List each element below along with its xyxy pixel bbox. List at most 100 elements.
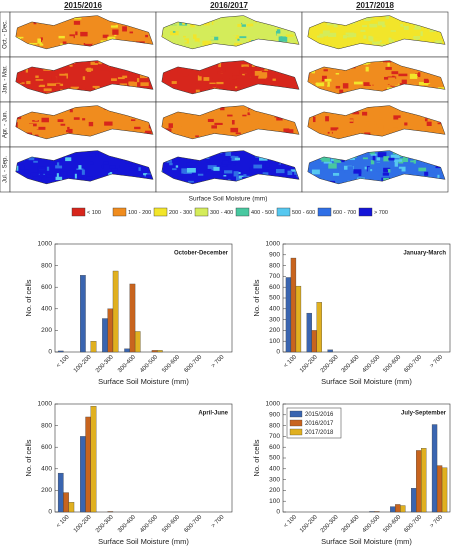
map-patch xyxy=(56,173,59,179)
x-tick-label: 600-700 xyxy=(184,354,204,374)
map-patch xyxy=(195,135,199,138)
bar xyxy=(390,506,396,513)
map-patch xyxy=(276,29,281,34)
map-patch xyxy=(57,119,64,122)
map-patch xyxy=(216,81,224,85)
map-patch xyxy=(376,167,381,172)
map-patch xyxy=(162,32,169,39)
map-patch xyxy=(243,111,246,114)
map-patch xyxy=(62,41,67,44)
map-patch xyxy=(15,70,22,75)
map-patch xyxy=(331,133,338,135)
y-tick-label: 0 xyxy=(276,349,280,356)
map-patch xyxy=(371,15,378,19)
map-patch xyxy=(117,77,125,80)
map-patch xyxy=(205,169,210,172)
map-patch xyxy=(393,122,401,128)
map-patch xyxy=(309,75,314,82)
map-patch xyxy=(255,67,265,71)
x-tick-label: < 100 xyxy=(56,354,71,369)
map-patch xyxy=(217,176,222,182)
map-patch xyxy=(344,160,351,163)
map-patch xyxy=(232,163,236,166)
map-patch xyxy=(335,72,340,75)
legend-label: 500 - 600 xyxy=(292,210,315,216)
map-patch xyxy=(131,119,136,122)
map-patch xyxy=(190,23,195,28)
map-patch xyxy=(195,89,200,94)
map-patch xyxy=(170,68,178,74)
map-patch xyxy=(69,64,73,68)
map-patch xyxy=(33,176,42,181)
map-patch xyxy=(418,81,427,86)
map-patch xyxy=(237,38,240,41)
map-patch xyxy=(381,25,386,28)
map-patch xyxy=(225,65,228,71)
map-patch xyxy=(67,126,70,130)
map-patch xyxy=(208,114,214,118)
map-patch xyxy=(321,75,327,80)
x-axis-label: Surface Soil Moisture (mm) xyxy=(98,377,189,386)
map-patch xyxy=(169,162,173,166)
map-patch xyxy=(125,123,129,126)
map-patch xyxy=(238,175,245,179)
map-patch xyxy=(225,151,232,156)
x-tick-label: 400-500 xyxy=(362,514,382,534)
x-tick-label: 300-400 xyxy=(341,514,361,534)
map-patch xyxy=(15,77,20,82)
map-patch xyxy=(320,166,328,169)
map-patch xyxy=(311,69,315,74)
map-patch xyxy=(333,158,340,163)
map-patch xyxy=(264,78,273,84)
map-patch xyxy=(353,125,360,129)
map-patch xyxy=(35,75,39,78)
map-patch xyxy=(47,39,54,45)
map-patch xyxy=(102,34,109,38)
legend-label: 2017/2018 xyxy=(305,430,334,436)
map-patch xyxy=(95,151,99,158)
map-patch xyxy=(350,39,358,42)
map-patch xyxy=(82,118,86,121)
map-patch xyxy=(24,77,31,82)
map-patch xyxy=(179,121,187,127)
legend-label: < 100 xyxy=(87,210,101,216)
map-patch xyxy=(205,114,211,119)
x-tick-label: > 700 xyxy=(210,354,225,369)
map-patch xyxy=(55,165,63,169)
y-tick-label: 400 xyxy=(41,306,52,313)
map-patch xyxy=(346,35,354,38)
map-patch xyxy=(213,21,221,26)
map-patch xyxy=(327,32,337,37)
map-patch xyxy=(241,62,246,66)
map-patch xyxy=(322,30,330,36)
y-tick-label: 500 xyxy=(269,295,280,302)
map-patch xyxy=(228,86,235,91)
x-tick-label: 300-400 xyxy=(117,514,137,534)
map-patch xyxy=(387,168,391,173)
map-patch xyxy=(205,156,210,159)
map-patch xyxy=(146,37,154,40)
map-patch xyxy=(383,169,389,173)
map-patch xyxy=(168,118,173,122)
map-patch xyxy=(177,113,182,118)
map-patch xyxy=(227,23,235,26)
y-tick-label: 400 xyxy=(41,466,52,473)
map-patch xyxy=(241,64,249,68)
map-patch xyxy=(251,67,255,73)
map-patch xyxy=(344,77,353,80)
bar xyxy=(157,350,163,353)
map-patch xyxy=(387,131,390,137)
y-tick-label: 700 xyxy=(269,273,280,280)
map-patch xyxy=(388,37,395,43)
map-outline xyxy=(15,15,154,50)
chart-title: January-March xyxy=(403,251,446,257)
map-patch xyxy=(243,174,250,178)
bar xyxy=(431,424,438,513)
map-patch xyxy=(56,25,59,29)
map-outline xyxy=(15,150,154,185)
map-patch xyxy=(347,40,350,44)
map-patch xyxy=(225,27,233,32)
map-patch xyxy=(412,25,415,28)
map-patch xyxy=(109,68,118,73)
